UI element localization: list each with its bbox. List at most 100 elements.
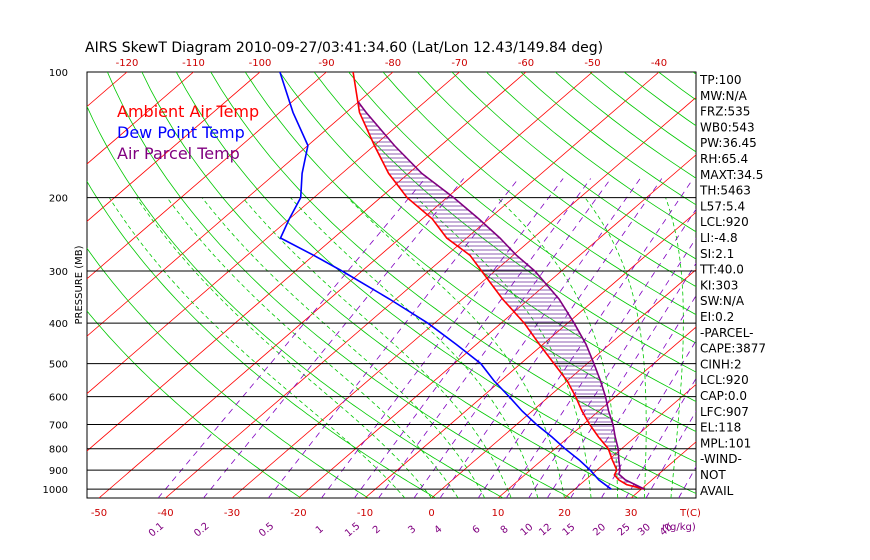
mixing-ratio-tick-label: 10 (519, 522, 536, 539)
legend-ambient-air-temp: Ambient Air Temp (117, 102, 259, 121)
dry-adiabat (762, 72, 870, 498)
top-temp-tick-label: -100 (249, 58, 272, 69)
top-temp-tick-label: -40 (651, 58, 667, 69)
pressure-tick-label: 800 (49, 445, 68, 456)
profile-air-parcel-temp (357, 101, 645, 490)
mixing-ratio-tick-label: 0.2 (192, 521, 211, 540)
chart-title: AIRS SkewT Diagram 2010-09-27/03:41:34.6… (85, 40, 603, 56)
top-temp-tick-label: -90 (318, 58, 334, 69)
mixing-ratio-line (157, 178, 426, 498)
index-label: LCL:920 (700, 373, 749, 387)
top-temp-tick-label: -80 (385, 58, 401, 69)
index-label: KI:303 (700, 278, 738, 292)
bottom-temp-tick-label: -40 (157, 508, 173, 519)
mixing-ratio-tick-label: 4 (433, 524, 445, 537)
bottom-temp-tick-label: 10 (492, 508, 505, 519)
dry-adiabat (87, 247, 369, 498)
pressure-tick-label: 900 (49, 466, 68, 477)
index-label: TP:100 (699, 73, 742, 87)
index-label: CAPE:3877 (700, 342, 766, 356)
isotherm (764, 72, 870, 498)
moist-adiabat (108, 197, 406, 498)
dry-adiabat (451, 72, 696, 260)
isotherm (564, 383, 696, 498)
pressure-tick-label: 400 (49, 319, 68, 330)
index-label: TH:5463 (699, 184, 751, 198)
top-temp-tick-label: -120 (116, 58, 139, 69)
mixing-ratio-axis: 0.1 0.2 0.5 1 1.5 2 3 4 6 8 10 12 15 20 25 30 40 (147, 521, 675, 540)
dry-adiabat (348, 72, 696, 344)
index-label: LI:-4.8 (700, 231, 738, 245)
dry-adiabat (279, 72, 696, 402)
pressure-tick-label: 100 (49, 68, 68, 79)
bottom-temp-unit: T(C) (679, 508, 701, 519)
mixing-ratio-line (203, 178, 465, 498)
isotherm (87, 72, 460, 395)
plot-area: Ambient Air Temp Dew Point Temp Air Parc… (86, 71, 870, 499)
legend-air-parcel-temp: Air Parcel Temp (117, 144, 240, 163)
mixing-ratio-line (601, 340, 696, 498)
moist-adiabat (290, 197, 539, 498)
legend-dew-point-temp: Dew Point Temp (117, 123, 245, 142)
dry-adiabat (87, 105, 504, 498)
isotherm (87, 72, 261, 222)
isotherm (497, 326, 696, 498)
index-label: MAXT:34.5 (700, 168, 763, 182)
isotherm (87, 72, 327, 280)
dry-adiabat (107, 72, 571, 498)
moist-adiabat (665, 197, 684, 498)
mixing-ratio-line (546, 262, 696, 498)
moist-adiabat (166, 197, 459, 498)
mixing-ratio-tick-label: 8 (499, 524, 511, 537)
index-label: WB0:543 (700, 120, 755, 134)
top-temp-tick-label: -70 (451, 58, 467, 69)
top-temp-tick-label: -60 (518, 58, 534, 69)
index-label: PW:36.45 (700, 136, 757, 150)
mixing-ratio-tick-label: 0.5 (257, 521, 276, 540)
index-label: -WIND- (700, 452, 742, 466)
top-temp-tick-label: -110 (182, 58, 205, 69)
bottom-temperature-axis: -50 -40 -30 -20 -10 0 10 20 30 (91, 508, 638, 519)
isotherm (87, 72, 128, 108)
index-label: RH:65.4 (700, 152, 748, 166)
index-label: AVAIL (700, 484, 734, 498)
isotherm (431, 269, 696, 498)
mixing-ratio-line (528, 237, 696, 498)
pressure-tick-label: 500 (49, 360, 68, 371)
mixing-ratio-tick-label: 1.5 (343, 521, 362, 540)
index-label: LFC:907 (700, 405, 749, 419)
index-label: LCL:920 (700, 215, 749, 229)
pressure-tick-label: 600 (49, 393, 68, 404)
pressure-tick-label: 700 (49, 421, 68, 432)
moist-adiabat (242, 197, 512, 498)
bottom-temp-tick-label: -10 (357, 508, 373, 519)
index-label: MW:N/A (700, 89, 748, 103)
moist-adiabat (347, 197, 565, 498)
top-temp-tick-label: -50 (584, 58, 600, 69)
bottom-temp-tick-label: 0 (428, 508, 434, 519)
plot-frame (86, 71, 697, 499)
isotherm (298, 154, 696, 498)
moist-adiabat (201, 197, 486, 498)
isotherm (87, 72, 394, 337)
dry-adiabat (210, 72, 696, 463)
mixing-ratio-line (439, 178, 663, 498)
pressure-tick-label: 300 (49, 267, 68, 278)
dry-adiabat (313, 72, 696, 373)
dry-adiabat (141, 72, 639, 498)
bottom-temp-tick-label: -50 (91, 508, 107, 519)
mixing-ratio-tick-label: 6 (471, 524, 483, 537)
index-label: -PARCEL- (700, 326, 754, 340)
mixing-ratio-line (354, 178, 591, 498)
moist-adiabat (584, 197, 647, 498)
pressure-tick-label: 200 (49, 194, 68, 205)
isotherm (364, 211, 696, 498)
isotherm (165, 72, 660, 498)
pressure-tick-label: 1000 (43, 485, 68, 496)
profile-ambient-air-temp (352, 72, 645, 490)
mixing-ratio-tick-label: 30 (636, 522, 653, 539)
index-label: MPL:101 (700, 436, 751, 450)
top-temperature-axis: -120 -110 -100 -90 -80 -70 -60 -50 -40 (116, 58, 668, 69)
